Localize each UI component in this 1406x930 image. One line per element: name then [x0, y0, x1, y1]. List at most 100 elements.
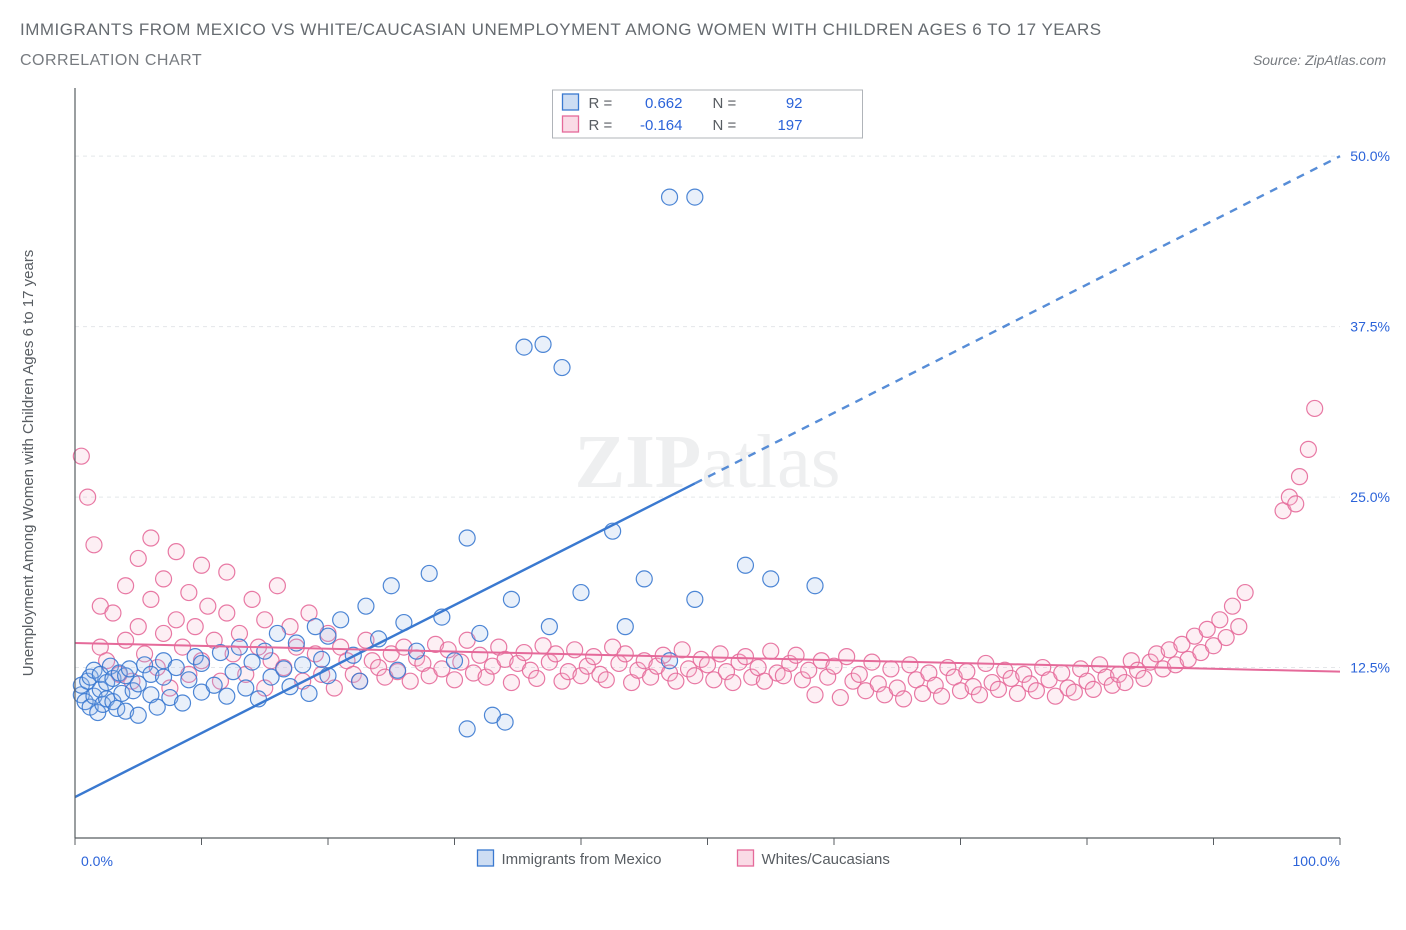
scatter-point-mexico: [390, 662, 406, 678]
scatter-point-white: [143, 591, 159, 607]
scatter-point-white: [1231, 619, 1247, 635]
scatter-point-white: [503, 675, 519, 691]
chart-subtitle: CORRELATION CHART: [20, 52, 202, 70]
scatter-point-white: [200, 598, 216, 614]
scatter-point-white: [244, 591, 260, 607]
scatter-point-mexico: [535, 336, 551, 352]
legend-bottom-swatch-white: [738, 850, 754, 866]
scatter-point-white: [194, 557, 210, 573]
legend-n-value-white: 197: [777, 117, 802, 134]
scatter-point-white: [1288, 496, 1304, 512]
x-tick-min: 0.0%: [81, 853, 113, 869]
scatter-point-white: [668, 673, 684, 689]
scatter-point-white: [737, 649, 753, 665]
y-axis-title: Unemployment Among Women with Children A…: [20, 250, 37, 677]
scatter-point-white: [1136, 670, 1152, 686]
scatter-point-white: [586, 649, 602, 665]
scatter-point-white: [472, 647, 488, 663]
y-tick-label: 12.5%: [1350, 660, 1390, 676]
scatter-point-mexico: [763, 571, 779, 587]
scatter-point-white: [1237, 585, 1253, 601]
scatter-point-white: [598, 672, 614, 688]
scatter-point-white: [168, 612, 184, 628]
scatter-point-mexico: [168, 660, 184, 676]
scatter-point-white: [902, 657, 918, 673]
legend-bottom-swatch-mexico: [478, 850, 494, 866]
scatter-chart: ZIPatlas0.0%100.0%12.5%25.0%37.5%50.0%Un…: [0, 78, 1406, 908]
scatter-point-white: [990, 681, 1006, 697]
scatter-point-mexico: [472, 625, 488, 641]
scatter-point-white: [1224, 598, 1240, 614]
y-tick-label: 50.0%: [1350, 148, 1390, 164]
scatter-point-mexico: [503, 591, 519, 607]
legend-bottom-label-mexico: Immigrants from Mexico: [502, 851, 662, 868]
scatter-point-white: [1292, 469, 1308, 485]
scatter-point-white: [839, 649, 855, 665]
scatter-point-mexico: [573, 585, 589, 601]
scatter-point-white: [674, 642, 690, 658]
legend-r-value-mexico: 0.662: [645, 95, 683, 112]
scatter-point-mexico: [206, 677, 222, 693]
scatter-point-white: [143, 530, 159, 546]
scatter-point-mexico: [459, 530, 475, 546]
scatter-point-mexico: [295, 657, 311, 673]
legend-n-label: N =: [713, 95, 737, 112]
chart-header: IMMIGRANTS FROM MEXICO VS WHITE/CAUCASIA…: [0, 0, 1406, 70]
scatter-point-mexico: [301, 685, 317, 701]
scatter-point-white: [1054, 665, 1070, 681]
scatter-point-white: [73, 448, 89, 464]
scatter-point-mexico: [737, 557, 753, 573]
scatter-point-mexico: [175, 695, 191, 711]
scatter-point-white: [971, 687, 987, 703]
scatter-point-mexico: [238, 680, 254, 696]
scatter-point-white: [832, 690, 848, 706]
scatter-point-white: [725, 675, 741, 691]
scatter-point-white: [219, 564, 235, 580]
scatter-point-white: [402, 673, 418, 689]
legend-r-value-white: -0.164: [640, 117, 683, 134]
x-tick-max: 100.0%: [1293, 853, 1340, 869]
scatter-point-mexico: [541, 619, 557, 635]
scatter-point-white: [447, 672, 463, 688]
legend-r-label: R =: [589, 117, 613, 134]
scatter-point-white: [168, 544, 184, 560]
scatter-point-white: [788, 647, 804, 663]
chart-title: IMMIGRANTS FROM MEXICO VS WHITE/CAUCASIA…: [20, 20, 1386, 40]
scatter-point-mexico: [257, 643, 273, 659]
scatter-point-white: [156, 571, 172, 587]
chart-container: ZIPatlas0.0%100.0%12.5%25.0%37.5%50.0%Un…: [0, 78, 1406, 908]
scatter-point-white: [118, 632, 134, 648]
scatter-point-white: [1085, 681, 1101, 697]
scatter-point-white: [1300, 441, 1316, 457]
scatter-point-white: [700, 657, 716, 673]
scatter-point-mexico: [352, 673, 368, 689]
legend-bottom-label-white: Whites/Caucasians: [762, 851, 890, 868]
scatter-point-white: [187, 619, 203, 635]
scatter-point-mexico: [383, 578, 399, 594]
scatter-point-mexico: [219, 688, 235, 704]
scatter-point-mexico: [636, 571, 652, 587]
scatter-point-mexico: [244, 654, 260, 670]
scatter-point-white: [712, 646, 728, 662]
scatter-point-white: [118, 578, 134, 594]
scatter-point-white: [105, 605, 121, 621]
scatter-point-white: [1066, 684, 1082, 700]
scatter-point-white: [1307, 400, 1323, 416]
legend-n-value-mexico: 92: [786, 95, 803, 112]
scatter-point-mexico: [276, 661, 292, 677]
scatter-point-white: [896, 691, 912, 707]
legend-swatch-white: [563, 116, 579, 132]
scatter-point-mexico: [181, 672, 197, 688]
y-tick-label: 37.5%: [1350, 319, 1390, 335]
scatter-point-white: [934, 688, 950, 704]
scatter-point-mexico: [320, 628, 336, 644]
scatter-point-white: [851, 666, 867, 682]
scatter-point-mexico: [333, 612, 349, 628]
scatter-point-mexico: [269, 625, 285, 641]
scatter-point-white: [219, 605, 235, 621]
scatter-point-white: [80, 489, 96, 505]
scatter-point-white: [257, 612, 273, 628]
scatter-point-white: [1212, 612, 1228, 628]
scatter-point-white: [617, 646, 633, 662]
scatter-point-white: [883, 661, 899, 677]
